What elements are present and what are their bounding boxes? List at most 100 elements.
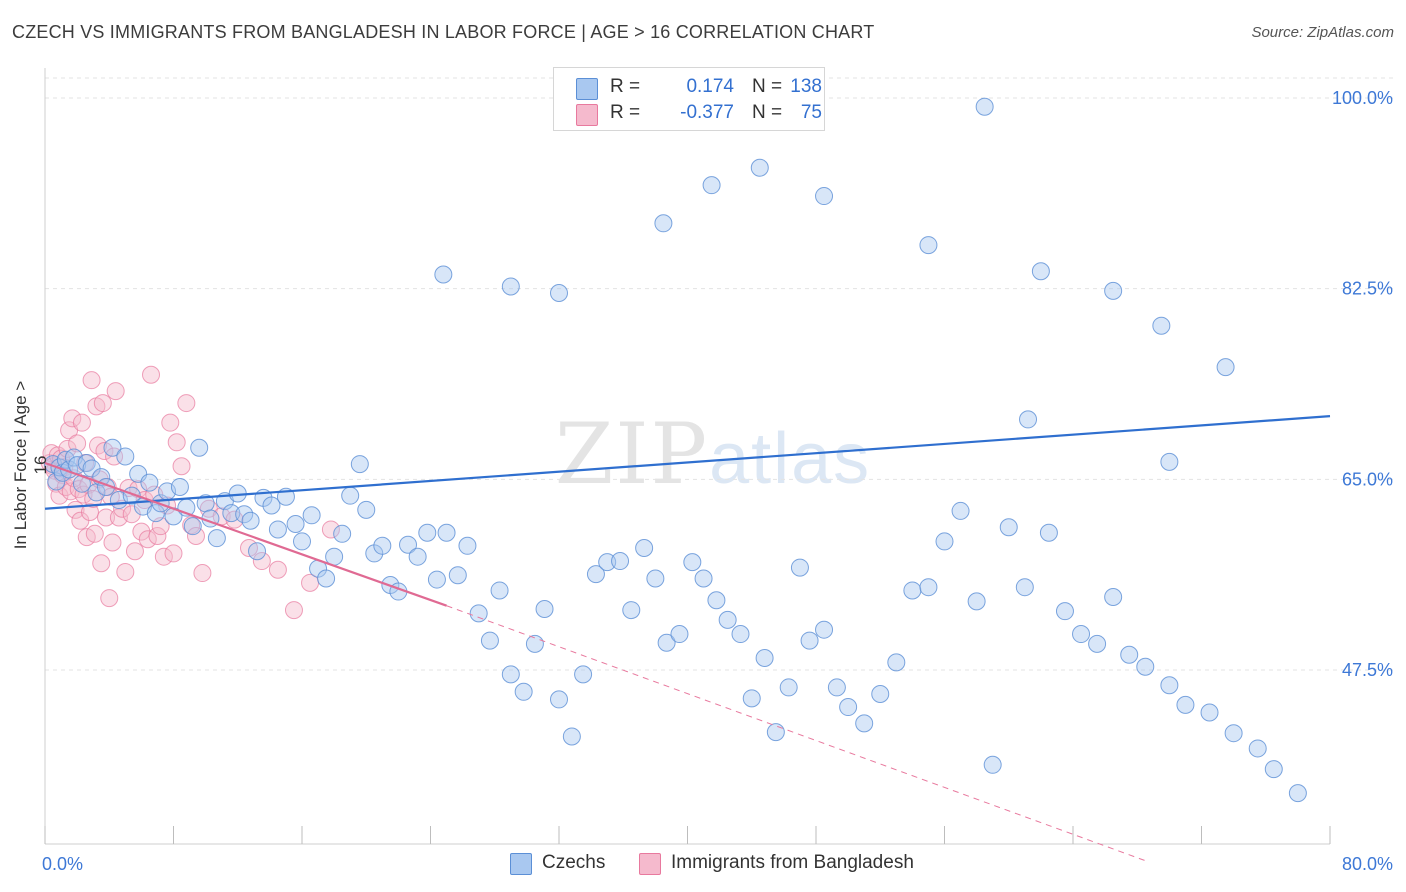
bangladesh-point: [148, 526, 167, 545]
czechs-point: [350, 455, 369, 474]
czechs-point: [919, 236, 938, 255]
bangladesh-trend-line: [44, 461, 447, 607]
czechs-swatch: [510, 853, 532, 875]
bangladesh-point: [138, 530, 157, 549]
y-axis-title: In Labor Force | Age > 16: [11, 380, 50, 550]
czechs-point: [1088, 634, 1107, 653]
bangladesh-point: [72, 413, 91, 432]
bangladesh-point: [186, 526, 205, 545]
czechs-point: [1152, 316, 1171, 335]
bangladesh-point: [321, 520, 340, 539]
czechs-point: [341, 486, 360, 505]
czechs-trend-line: [44, 415, 1331, 510]
czechs-point: [501, 665, 520, 684]
chart-title: CZECH VS IMMIGRANTS FROM BANGLADESH IN L…: [12, 22, 875, 42]
czechs-point: [1176, 695, 1195, 714]
watermark-zip: ZIP: [555, 405, 710, 503]
correlation-legend: R = 0.174 N = 138 R = -0.377 N = 75: [553, 67, 825, 131]
bangladesh-point: [100, 589, 119, 608]
bangladesh-point: [129, 480, 148, 499]
bangladesh-point: [116, 562, 135, 581]
czechs-point: [622, 601, 641, 620]
czechs-point: [357, 500, 376, 519]
n-value: 75: [800, 102, 822, 123]
czechs-point: [207, 529, 226, 548]
czechs-point: [1200, 703, 1219, 722]
czechs-point: [550, 284, 568, 303]
czechs-point: [707, 591, 726, 610]
czechs-point: [1031, 262, 1050, 281]
czechs-point: [755, 649, 774, 668]
bangladesh-point: [82, 371, 101, 390]
bangladesh-point: [92, 554, 111, 573]
czechs-point: [790, 558, 809, 577]
bangladesh-point: [103, 533, 122, 552]
bangladesh-point: [284, 601, 303, 620]
czechs-point: [501, 277, 520, 296]
czechs-point: [116, 447, 135, 466]
bangladesh-point: [182, 516, 201, 535]
legend-label: Czechs: [542, 852, 606, 873]
czechs-point: [183, 517, 202, 536]
bangladesh-point: [164, 544, 183, 563]
czechs-point: [635, 538, 654, 557]
czechs-point: [535, 599, 554, 618]
bangladesh-point: [172, 457, 191, 476]
czechs-point: [1120, 645, 1139, 664]
czechs-point: [999, 518, 1018, 537]
czechs-point: [694, 569, 713, 588]
czechs-point: [418, 523, 437, 542]
bangladesh-point: [63, 409, 82, 428]
czechs-swatch: [576, 78, 598, 100]
czechs-point: [951, 501, 970, 520]
czechs-point: [871, 684, 890, 703]
r-value: 0.174: [686, 76, 734, 97]
czechs-point: [983, 755, 1002, 774]
bangladesh-point: [154, 547, 173, 566]
czechs-point: [140, 473, 159, 492]
bangladesh-point: [93, 394, 112, 413]
czechs-point: [235, 505, 254, 524]
watermark: ZIPatlas: [555, 405, 871, 503]
r-value: -0.377: [680, 102, 734, 123]
czechs-point: [702, 176, 721, 195]
czechs-point: [268, 520, 287, 539]
czechs-point: [317, 569, 336, 588]
czechs-point: [654, 214, 673, 233]
czechs-point: [427, 570, 446, 589]
r-label: R =: [610, 76, 641, 97]
bangladesh-point: [177, 394, 196, 413]
czechs-point: [514, 682, 533, 701]
czechs-point: [1039, 523, 1058, 542]
czechs-point: [469, 604, 488, 623]
czechs-point: [731, 625, 750, 644]
czechs-point: [293, 532, 311, 551]
bangladesh-point: [97, 508, 116, 527]
czechs-point: [1019, 410, 1038, 429]
czechs-point: [77, 453, 96, 472]
czechs-point: [190, 438, 209, 457]
bangladesh-point: [125, 542, 144, 561]
czechs-point: [222, 504, 241, 523]
czechs-point: [779, 678, 798, 697]
czechs-point: [1072, 625, 1091, 644]
czechs-point: [434, 265, 453, 284]
czechs-point: [1055, 602, 1074, 621]
czechs-point: [718, 610, 737, 629]
czechs-point: [1216, 358, 1235, 377]
czechs-point: [1288, 784, 1307, 803]
czechs-point: [1224, 724, 1243, 743]
n-label: N =: [752, 76, 783, 97]
czechs-point: [146, 504, 165, 523]
czechs-point: [437, 523, 456, 542]
czechs-point: [887, 653, 906, 672]
czechs-point: [302, 506, 321, 525]
czechs-point: [839, 698, 858, 717]
czechs-point: [1264, 760, 1283, 779]
czechs-point: [742, 689, 761, 708]
czechs-point: [683, 553, 702, 572]
czechs-point: [562, 727, 581, 746]
y-tick-label: 47.5%: [1342, 660, 1393, 680]
y-tick-label: 82.5%: [1342, 279, 1393, 299]
